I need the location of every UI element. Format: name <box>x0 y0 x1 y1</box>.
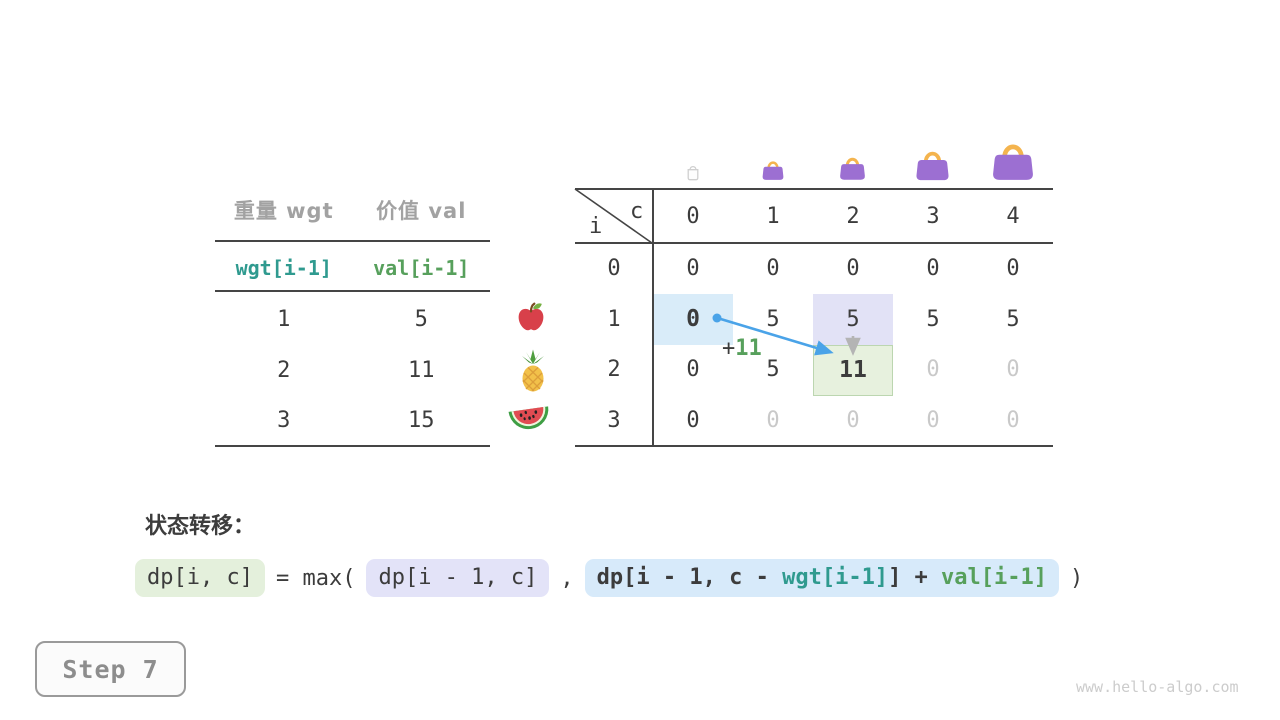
item-row-2: 2 11 <box>215 357 490 385</box>
item1-value: 5 <box>414 307 428 332</box>
formula-separator: , <box>560 565 574 591</box>
col-header-3: 3 <box>926 203 940 229</box>
dp-cell-2-2: 11 <box>839 356 867 383</box>
dp-cell-1-4: 5 <box>1006 306 1020 332</box>
row-header-2: 2 <box>607 357 621 383</box>
corner-col-label: c <box>630 199 644 224</box>
apple-icon <box>514 301 548 339</box>
items-table-rule-bottom <box>215 445 490 447</box>
dp-cells-grid: 0 0 0 0 0 0 5 5 5 5 0 5 11 0 0 0 0 0 0 0 <box>653 243 1053 446</box>
dp-table-rule-bottom <box>575 445 1053 447</box>
dp-cell-1-2: 5 <box>846 306 860 332</box>
item2-weight: 2 <box>277 358 291 383</box>
item1-weight: 1 <box>277 307 291 332</box>
bag-xlarge-icon <box>990 140 1036 186</box>
items-table-header: 重量 wgt 价值 val <box>215 197 490 225</box>
corner-row-label: i <box>589 214 603 239</box>
items-table-rule-top <box>215 240 490 242</box>
col-header-1: 1 <box>766 203 780 229</box>
col-header-4: 4 <box>1006 203 1020 229</box>
dp-cell-3-2: 0 <box>846 408 860 434</box>
dp-row-headers: 0 1 2 3 <box>575 243 653 446</box>
state-transition-formula: dp[i, c] = max( dp[i - 1, c] , dp[i - 1,… <box>135 559 1083 597</box>
val-index-label: val[i-1] <box>373 256 470 280</box>
dp-cell-0-2: 0 <box>846 255 860 281</box>
dp-table-rule-vertical <box>652 188 654 447</box>
weight-column-header: 重量 wgt <box>233 199 334 223</box>
dp-cell-3-1: 0 <box>766 408 780 434</box>
dp-cell-2-4: 0 <box>1006 357 1020 383</box>
step-indicator-button[interactable]: Step 7 <box>35 641 186 697</box>
watermelon-icon <box>506 402 554 440</box>
formula-operator: = max( <box>275 565 356 591</box>
value-column-header: 价值 val <box>376 199 467 223</box>
dp-cell-1-3: 5 <box>926 306 940 332</box>
formula-arg2-chip: dp[i - 1, c - wgt[i-1]] + val[i-1] <box>584 559 1060 597</box>
plus-sign: + <box>722 336 736 361</box>
dp-cell-2-1: 5 <box>766 357 780 383</box>
arg2-val-term: val[i-1] <box>941 565 1048 590</box>
items-table-index-row: wgt[i-1] val[i-1] <box>215 254 490 282</box>
empty-bag-icon <box>685 164 701 185</box>
pineapple-icon <box>515 349 551 397</box>
items-table-rule-mid <box>215 290 490 292</box>
dp-cell-0-0: 0 <box>686 255 700 281</box>
watermark: www.hello-algo.com <box>1076 678 1239 696</box>
dp-cell-2-0: 0 <box>686 357 700 383</box>
dp-cell-2-3: 0 <box>926 357 940 383</box>
item3-weight: 3 <box>277 408 291 433</box>
dp-cell-3-0: 0 <box>686 408 700 434</box>
dp-table-rule-header <box>575 242 1053 244</box>
bag-medium-icon <box>838 155 867 185</box>
add-value-annotation: +11 <box>722 336 762 362</box>
bag-large-icon <box>914 148 951 186</box>
col-header-2: 2 <box>846 203 860 229</box>
arg2-prefix: dp[i - 1, c - <box>596 565 783 590</box>
dp-table-rule-top <box>575 188 1053 190</box>
formula-arg1-chip: dp[i - 1, c] <box>366 559 550 597</box>
row-header-1: 1 <box>607 306 621 332</box>
row-header-0: 0 <box>607 255 621 281</box>
col-header-0: 0 <box>686 203 700 229</box>
formula-closing-paren: ) <box>1070 565 1084 591</box>
item-row-1: 1 5 <box>215 306 490 334</box>
arg2-wgt-term: wgt[i-1] <box>782 565 889 590</box>
formula-lhs-chip: dp[i, c] <box>135 559 265 597</box>
state-transition-label: 状态转移： <box>145 514 256 539</box>
bag-small-icon <box>761 159 785 185</box>
dp-cell-0-1: 0 <box>766 255 780 281</box>
arg2-infix: ] + <box>888 565 942 590</box>
item-row-3: 3 15 <box>215 407 490 435</box>
dp-column-headers: 0 1 2 3 4 <box>653 189 1053 243</box>
item3-value: 15 <box>408 408 435 433</box>
added-value: 11 <box>735 336 762 361</box>
dp-cell-3-4: 0 <box>1006 408 1020 434</box>
dp-cell-0-4: 0 <box>1006 255 1020 281</box>
dp-cell-1-0: 0 <box>686 306 700 333</box>
dp-cell-3-3: 0 <box>926 408 940 434</box>
row-header-3: 3 <box>607 408 621 434</box>
dp-cell-0-3: 0 <box>926 255 940 281</box>
wgt-index-label: wgt[i-1] <box>235 256 332 280</box>
item2-value: 11 <box>408 358 435 383</box>
